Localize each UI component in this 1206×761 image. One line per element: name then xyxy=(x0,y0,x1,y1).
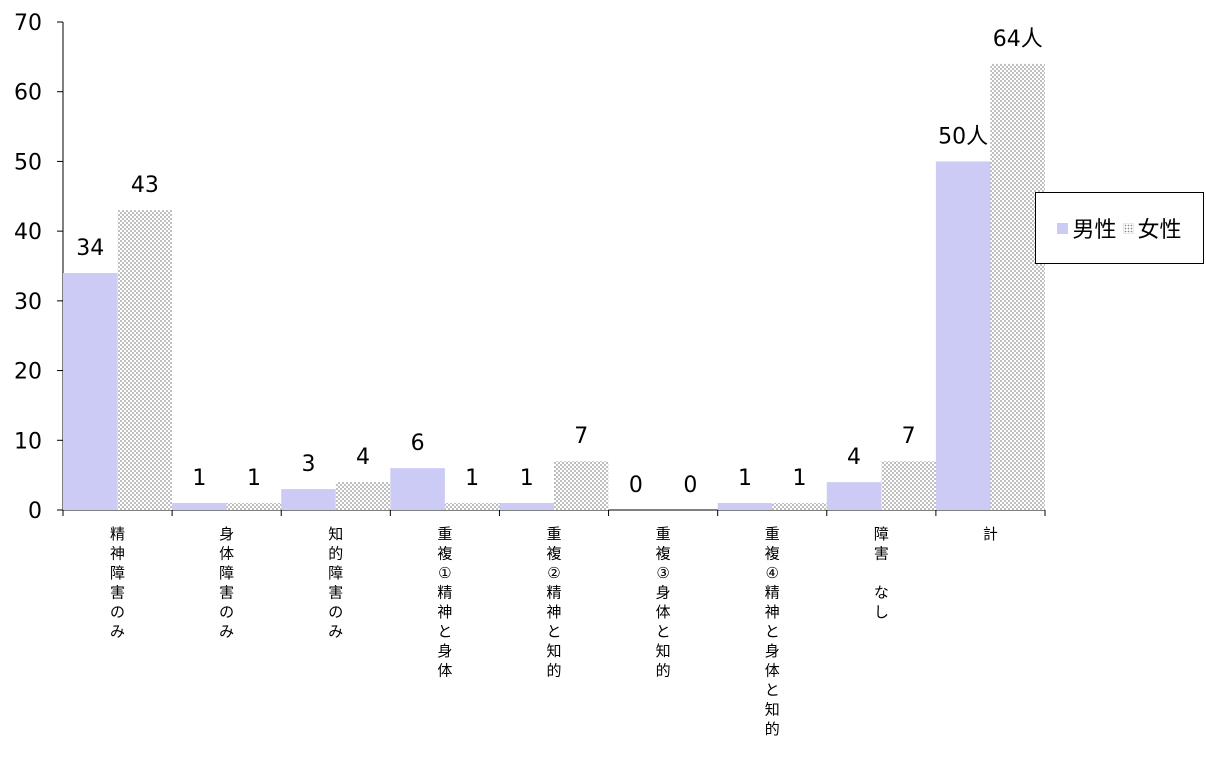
x-category-label: 計 xyxy=(983,525,998,543)
data-label: 50人 xyxy=(938,124,988,149)
bar-female xyxy=(772,503,827,510)
y-tick-label: 40 xyxy=(14,220,42,245)
legend-item-female: 女性 xyxy=(1122,212,1182,244)
y-tick-label: 10 xyxy=(14,429,42,454)
x-category-label: 重複 ① 精神と身体 xyxy=(437,525,452,680)
bar-male xyxy=(717,503,773,510)
data-label: 43 xyxy=(131,173,159,198)
data-label: 0 xyxy=(683,473,697,498)
bar-male xyxy=(172,503,227,510)
data-label: 1 xyxy=(192,466,206,491)
legend-swatch-female xyxy=(1122,222,1134,234)
data-label: 6 xyxy=(411,431,425,456)
data-label: 1 xyxy=(465,466,479,491)
bar-female xyxy=(335,482,391,510)
x-category-label: 重複 ② 精神と知的 xyxy=(546,525,561,680)
bar-female xyxy=(990,63,1045,510)
bar-female xyxy=(117,210,173,510)
data-label: 64人 xyxy=(993,27,1043,52)
bar-male xyxy=(281,489,336,510)
bar-male xyxy=(390,468,445,510)
bar-male xyxy=(935,161,991,510)
legend-swatch-male xyxy=(1057,222,1069,234)
data-label: 3 xyxy=(302,452,316,477)
y-tick-label: 20 xyxy=(14,360,42,385)
x-category-label: 知的障害のみ xyxy=(328,525,343,641)
bar-male xyxy=(499,503,554,510)
bar-male xyxy=(63,272,118,510)
y-tick-label: 70 xyxy=(14,11,42,36)
bar-female xyxy=(554,461,609,510)
bar-female xyxy=(226,503,282,510)
data-label: 0 xyxy=(629,473,643,498)
legend-label-male: 男性 xyxy=(1072,218,1117,243)
bar-male xyxy=(826,482,882,510)
x-category-label: 重複 ④ 精神と身体と知的 xyxy=(765,525,780,738)
chart-legend: 男性 女性 xyxy=(1035,192,1204,264)
data-label: 1 xyxy=(793,466,807,491)
y-tick-label: 50 xyxy=(14,150,42,175)
y-tick-label: 30 xyxy=(14,290,42,315)
x-category-label: 重複 ③ 身体と知的 xyxy=(656,525,671,680)
y-tick-label: 60 xyxy=(14,81,42,106)
data-label: 4 xyxy=(847,445,861,470)
data-label: 34 xyxy=(76,236,104,261)
data-label: 1 xyxy=(738,466,752,491)
legend-label-female: 女性 xyxy=(1137,218,1182,243)
data-label: 1 xyxy=(247,466,261,491)
x-category-label: 精神障害のみ xyxy=(110,525,125,641)
bar-female xyxy=(881,461,936,510)
data-label: 4 xyxy=(356,445,370,470)
data-label: 7 xyxy=(574,424,588,449)
x-category-label: 障害 なし xyxy=(874,525,889,621)
data-label: 7 xyxy=(902,424,916,449)
data-label: 1 xyxy=(520,466,534,491)
x-category-label: 身体障害のみ xyxy=(219,525,234,641)
y-tick-label: 0 xyxy=(28,499,42,524)
bar-female xyxy=(444,503,500,510)
legend-item-male: 男性 xyxy=(1057,212,1117,244)
